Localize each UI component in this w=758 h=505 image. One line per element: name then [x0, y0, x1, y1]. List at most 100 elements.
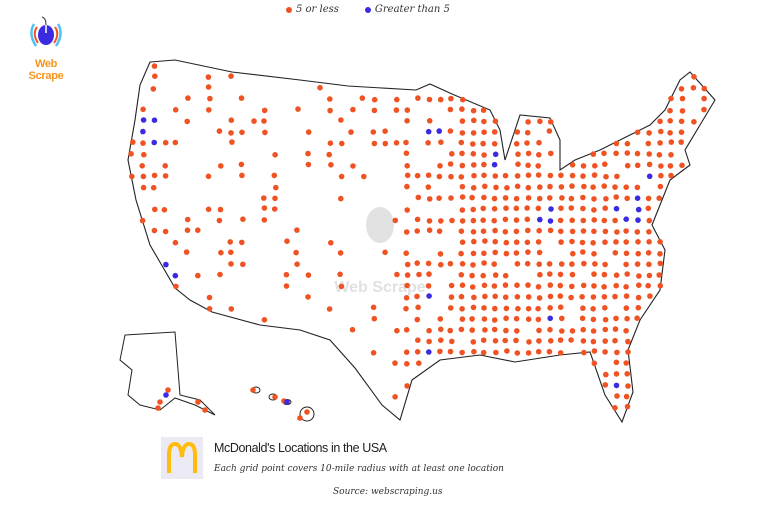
orange-location-dot [634, 315, 640, 322]
orange-location-dot [547, 172, 554, 179]
orange-location-dot [634, 150, 641, 157]
orange-location-dot [645, 250, 652, 256]
orange-location-dot [448, 294, 455, 300]
orange-location-dot [437, 251, 444, 257]
orange-location-dot [305, 150, 311, 157]
blue-location-dot [635, 217, 641, 223]
orange-location-dot [634, 129, 641, 136]
orange-location-dot [559, 195, 565, 201]
orange-location-dot [469, 316, 475, 322]
orange-location-dot [416, 271, 422, 278]
orange-location-dot [634, 229, 641, 235]
orange-location-dot [679, 162, 685, 169]
orange-location-dot [558, 172, 564, 179]
orange-location-dot [678, 86, 685, 92]
orange-location-dot [525, 350, 532, 356]
orange-location-dot [645, 205, 652, 212]
orange-location-dot [558, 228, 564, 235]
orange-location-dot [591, 207, 597, 213]
orange-location-dot [370, 304, 377, 311]
orange-location-dot [459, 162, 466, 169]
orange-location-dot [524, 205, 530, 211]
orange-location-dot [425, 140, 431, 146]
orange-location-dot [447, 106, 454, 113]
orange-location-dot [493, 349, 499, 356]
orange-location-dot [535, 284, 542, 290]
orange-location-dot [591, 228, 597, 235]
orange-location-dot [470, 107, 477, 114]
orange-location-dot [546, 348, 553, 355]
orange-location-dot [448, 173, 454, 180]
orange-location-dot [459, 194, 466, 200]
orange-location-dot [338, 117, 344, 123]
orange-location-dot [404, 107, 411, 113]
orange-location-dot [657, 260, 664, 267]
orange-location-dot [403, 305, 409, 312]
orange-location-dot [438, 218, 444, 224]
orange-location-dot [284, 238, 290, 244]
orange-location-dot [414, 228, 421, 234]
spider-mouse-icon [30, 16, 62, 47]
orange-location-dot [678, 118, 685, 125]
orange-location-dot [525, 195, 532, 201]
orange-location-dot [403, 229, 410, 235]
orange-location-dot [491, 261, 498, 267]
orange-location-dot [327, 107, 333, 114]
orange-location-dot [580, 282, 587, 289]
orange-location-dot [579, 294, 585, 300]
orange-location-dot [548, 338, 554, 344]
orange-location-dot [623, 360, 629, 366]
orange-location-dot [502, 229, 509, 235]
orange-location-dot [404, 172, 411, 179]
orange-location-dot [525, 305, 532, 312]
orange-location-dot [162, 163, 168, 169]
orange-location-dot [337, 271, 343, 278]
orange-location-dot [602, 205, 608, 211]
orange-location-dot [580, 163, 587, 169]
orange-location-dot [514, 328, 520, 334]
orange-location-dot [217, 206, 224, 213]
orange-location-dot [459, 316, 466, 322]
orange-location-dot [140, 173, 147, 180]
orange-location-dot [569, 238, 575, 245]
orange-location-dot [414, 316, 421, 323]
orange-location-dot [537, 118, 543, 125]
orange-location-dot [469, 272, 475, 279]
orange-location-dot [371, 107, 378, 114]
orange-location-dot [602, 326, 609, 333]
orange-location-dot [492, 305, 498, 312]
orange-location-dot [557, 217, 564, 224]
orange-location-dot [370, 129, 377, 135]
orange-location-dot [690, 85, 697, 91]
orange-location-dot [140, 140, 146, 146]
orange-location-dot [657, 183, 664, 190]
orange-location-dot [503, 205, 509, 211]
orange-location-dot [250, 387, 256, 393]
orange-location-dot [602, 349, 608, 355]
orange-location-dot [206, 306, 213, 312]
blue-location-dot [491, 161, 498, 168]
orange-location-dot [568, 195, 575, 202]
orange-location-dot [205, 74, 212, 80]
orange-location-dot [603, 371, 609, 378]
orange-location-dot [471, 348, 477, 355]
orange-location-dot [634, 184, 641, 191]
orange-location-dot [502, 272, 509, 279]
orange-location-dot [557, 304, 564, 311]
orange-location-dot [559, 328, 565, 334]
orange-location-dot [361, 173, 367, 180]
blue-location-dot [537, 216, 543, 223]
orange-location-dot [623, 239, 629, 245]
orange-location-dot [503, 327, 509, 334]
orange-location-dot [273, 184, 279, 191]
orange-location-dot [448, 195, 454, 201]
orange-location-dot [590, 184, 596, 190]
orange-location-dot [569, 172, 576, 179]
orange-location-dot [447, 128, 454, 134]
orange-location-dot [404, 163, 411, 169]
orange-location-dot [155, 405, 161, 411]
orange-location-dot [602, 316, 609, 323]
orange-location-dot [459, 282, 466, 289]
orange-location-dot [481, 129, 487, 135]
orange-location-dot [646, 239, 652, 245]
